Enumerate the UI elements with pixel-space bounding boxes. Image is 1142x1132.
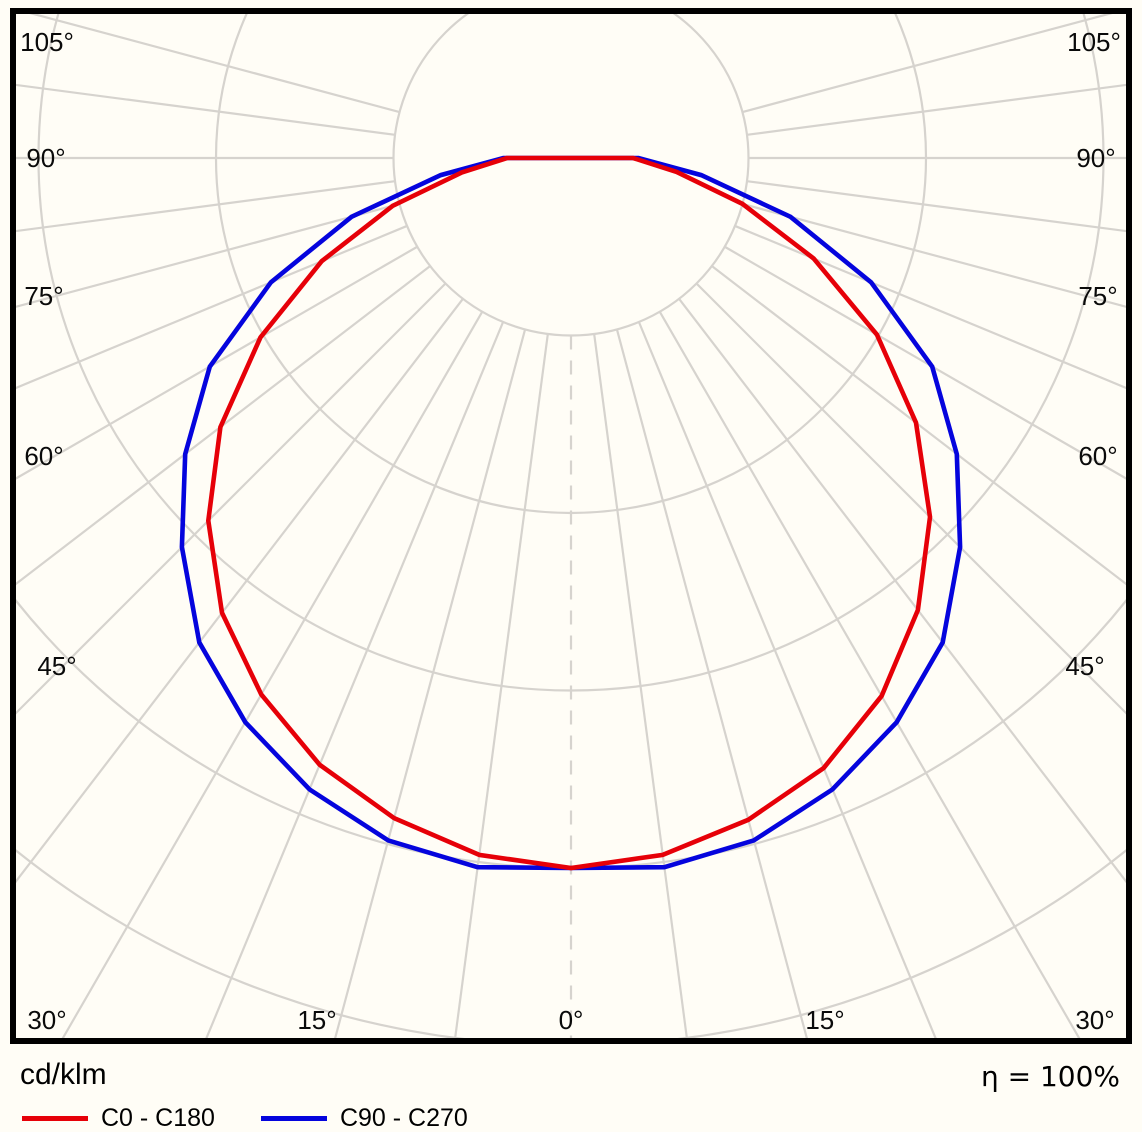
legend-item-c0-c180: C0 - C180 [22, 1104, 215, 1132]
angle-tick-label: 60° [24, 441, 63, 471]
angle-tick-label: 90° [26, 143, 65, 173]
plot-border [10, 8, 1132, 1044]
grid-radial-line [658, 311, 1081, 1038]
grid-radial-line [742, 202, 1126, 308]
legend-line-sample-c0-c180 [22, 1116, 88, 1121]
curve-c90-c270 [179, 155, 963, 871]
grid-radial-line [16, 282, 447, 715]
grid-radial-line [695, 282, 1126, 715]
grid-radial-line [637, 321, 937, 1038]
legend-item-c90-c270: C90 - C270 [260, 1104, 468, 1132]
grid-radial-line [724, 245, 1126, 480]
angle-tick-label: 30° [27, 1005, 66, 1035]
grid-radial-line [615, 329, 808, 1038]
grid-radial-line [746, 83, 1126, 136]
grid-radial-line [742, 14, 1113, 114]
grid-radial-line [29, 14, 400, 114]
grid-ring [392, 14, 750, 337]
legend-label-c90-c270: C90 - C270 [339, 1104, 468, 1132]
legend-label-c0-c180: C0 - C180 [101, 1104, 215, 1132]
grid-radial-line [334, 329, 527, 1038]
grid-radial-line [16, 224, 408, 390]
angle-tick-label: 105° [1067, 27, 1121, 57]
efficiency-label: η = 100% [980, 1060, 1120, 1093]
angle-tick-label: 45° [37, 651, 76, 681]
grid-radial-line [16, 265, 431, 586]
angle-tick-label: 15° [297, 1005, 336, 1035]
polar-photometric-chart: 105° 90° 75° 60° 45° 30° 15° 0° 15° 30° 45° 60° 75° 9… [10, 8, 1132, 1044]
grid-radial-line [678, 298, 1126, 884]
angle-tick-label: 105° [20, 27, 74, 57]
grid-radial-line [16, 83, 396, 136]
legend-line-sample-c90-c270 [260, 1116, 327, 1121]
grid-radial-line [16, 202, 400, 308]
grid-radial-line [61, 311, 484, 1038]
polar-grid [16, 14, 1126, 1038]
unit-label: cd/klm [20, 1058, 107, 1091]
legend-items: C0 - C180 C90 - C270 [22, 1104, 468, 1132]
angle-tick-label: 75° [1078, 281, 1117, 311]
grid-radial-line [593, 333, 688, 1038]
angle-tick-label: 45° [1065, 651, 1104, 681]
grid-radial-line [734, 224, 1126, 390]
angle-tick-label: 60° [1078, 441, 1117, 471]
grid-radial-line [454, 333, 549, 1038]
angle-tick-label: 90° [1076, 143, 1115, 173]
angle-tick-label: 75° [24, 281, 63, 311]
angle-tick-label: 30° [1075, 1005, 1114, 1035]
grid-radial-line [16, 180, 396, 233]
intensity-curves [179, 155, 963, 871]
legend-bar: cd/klm η = 100% C0 - C180 C90 - C270 [0, 1046, 1142, 1132]
grid-radial-line [16, 245, 418, 480]
grid-radial-line [16, 298, 464, 884]
curve-c0-c180 [205, 155, 933, 871]
grid-radial-line [205, 321, 505, 1038]
angle-tick-label: 15° [805, 1005, 844, 1035]
grid-radial-line [711, 265, 1126, 586]
grid-radial-line [746, 180, 1126, 233]
angle-tick-label: 0° [559, 1005, 584, 1035]
